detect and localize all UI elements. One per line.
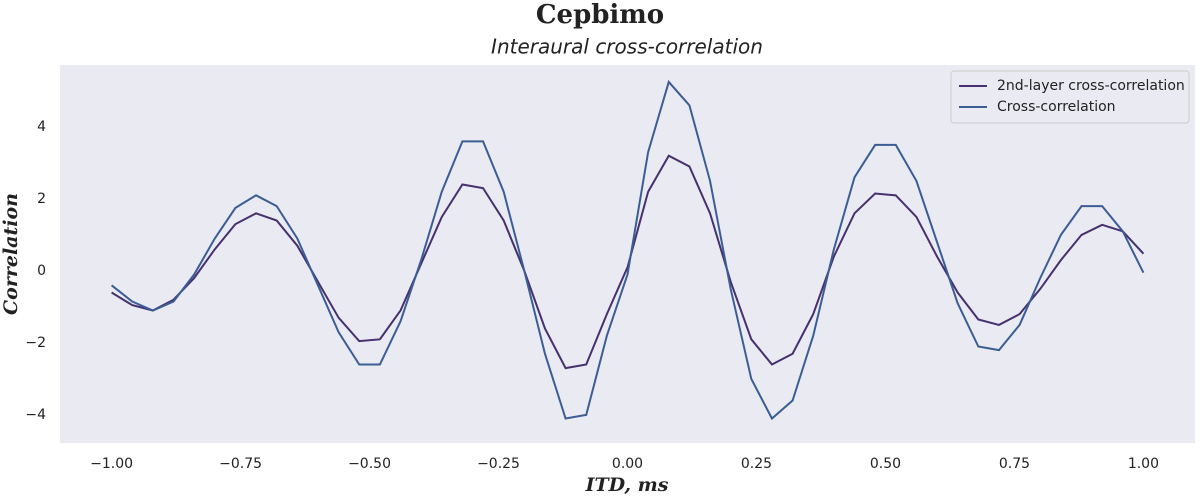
y-tick-label: 4 (37, 119, 46, 135)
y-tick-label: 0 (37, 263, 46, 279)
x-tick-label: −1.00 (90, 456, 133, 472)
x-tick-label: 0.25 (741, 456, 772, 472)
x-tick-label: −0.25 (477, 456, 520, 472)
chart-title: Interaural cross-correlation (491, 35, 763, 59)
legend-label: Cross-correlation (997, 99, 1116, 115)
plot-area (60, 65, 1195, 443)
x-tick-label: 1.00 (1128, 456, 1159, 472)
legend-label: 2nd-layer cross-correlation (997, 78, 1185, 94)
x-tick-label: −0.75 (219, 456, 262, 472)
line-series (110, 79, 1145, 421)
x-tick-label: 0.00 (612, 456, 643, 472)
y-tick-label: 2 (37, 191, 46, 207)
legend-box (950, 70, 1190, 124)
x-tick-label: −0.50 (348, 456, 391, 472)
y-tick-label: −2 (25, 335, 46, 351)
y-axis-label: Correlation (0, 193, 22, 315)
x-tick-label: 0.75 (999, 456, 1030, 472)
x-tick-label: 0.50 (870, 456, 901, 472)
y-tick-label: −4 (25, 407, 46, 423)
line-series (111, 154, 1145, 370)
suptitle: Cepbimo (536, 0, 664, 30)
x-axis-label: ITD, ms (585, 474, 669, 496)
